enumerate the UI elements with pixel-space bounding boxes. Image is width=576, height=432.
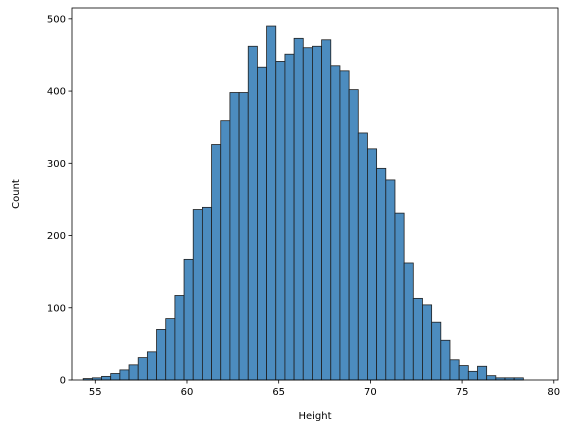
histogram-bar <box>321 39 332 381</box>
histogram-bar <box>458 365 469 381</box>
x-tick-label: 60 <box>181 387 194 398</box>
histogram-bar <box>422 304 433 381</box>
histogram-bar <box>156 329 167 381</box>
histogram-bar <box>394 212 405 381</box>
histogram-bar <box>146 351 157 381</box>
histogram-bar <box>330 65 341 381</box>
histogram-bar <box>376 167 387 381</box>
histogram-bar <box>431 321 442 381</box>
histogram-bar <box>220 120 231 381</box>
bars-group <box>82 25 524 381</box>
x-tick-label: 75 <box>456 387 469 398</box>
x-axis-label: Height <box>298 411 331 422</box>
y-tick-label: 200 <box>47 231 66 242</box>
histogram-bar <box>238 92 249 381</box>
histogram-bar <box>486 375 497 381</box>
histogram-bar <box>412 297 423 381</box>
y-tick-label: 500 <box>47 14 66 25</box>
histogram-bar <box>266 25 277 381</box>
y-tick-label: 300 <box>47 159 66 170</box>
x-tick-label: 65 <box>272 387 285 398</box>
histogram-bar <box>275 61 286 381</box>
x-tick-label: 55 <box>89 387 102 398</box>
histogram-bar <box>211 144 222 381</box>
histogram-bar <box>449 359 460 381</box>
histogram-bar <box>201 206 212 381</box>
y-axis-ticks: 0 100 200 300 400 500 <box>47 14 72 387</box>
histogram-bar <box>367 148 378 381</box>
x-tick-label: 80 <box>547 387 560 398</box>
histogram-bar <box>165 318 176 381</box>
histogram-bar <box>229 92 240 381</box>
histogram-bar <box>302 47 313 381</box>
histogram-bar <box>183 258 194 381</box>
histogram-bar <box>119 369 130 381</box>
x-tick-label: 70 <box>364 387 377 398</box>
y-tick-label: 100 <box>47 303 66 314</box>
histogram-bar <box>174 295 185 381</box>
y-tick-label: 400 <box>47 87 66 98</box>
histogram-bar <box>128 364 139 381</box>
histogram-bar <box>467 370 478 381</box>
histogram-bar <box>101 375 112 381</box>
histogram-bar <box>284 53 295 381</box>
y-tick-label: 0 <box>60 376 66 387</box>
histogram-bar <box>257 66 267 381</box>
histogram-bar <box>110 373 121 381</box>
histogram-bar <box>403 262 414 381</box>
histogram-bar <box>440 339 451 381</box>
histogram-bar <box>247 45 258 381</box>
histogram-bar <box>339 70 350 381</box>
x-axis-ticks: 55 60 65 70 75 80 <box>89 380 560 398</box>
histogram-bar <box>293 37 304 381</box>
histogram-bar <box>137 357 148 381</box>
histogram-bar <box>357 132 368 381</box>
histogram-bar <box>312 45 323 381</box>
histogram-bar <box>385 179 396 381</box>
y-axis-label: Count <box>11 179 22 209</box>
histogram-bar <box>477 365 488 381</box>
histogram-bar <box>348 89 359 381</box>
histogram-bar <box>192 209 203 381</box>
plot-frame <box>71 7 559 381</box>
